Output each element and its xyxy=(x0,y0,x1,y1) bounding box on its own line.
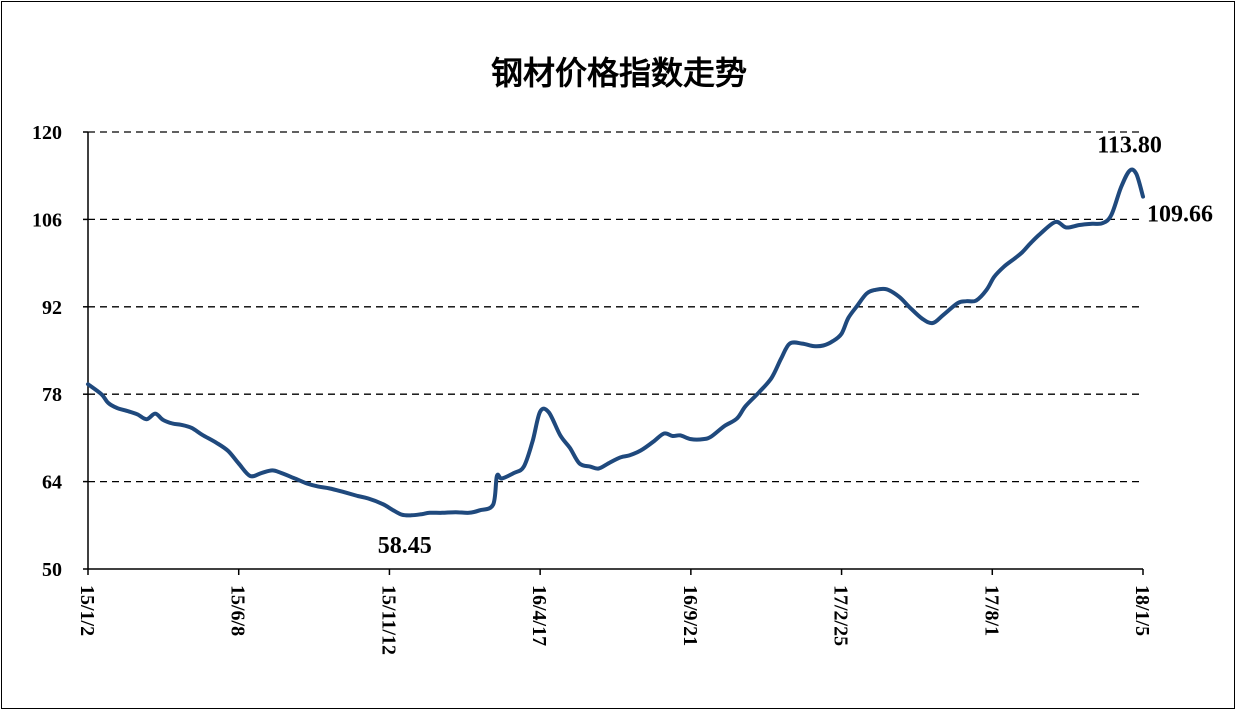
chart-title: 钢材价格指数走势 xyxy=(490,54,747,92)
series-group xyxy=(86,167,1145,518)
y-tick-label: 92 xyxy=(42,297,62,319)
x-tick-label: 17/2/25 xyxy=(830,585,852,646)
y-tick-label: 64 xyxy=(42,472,62,494)
data-label: 113.80 xyxy=(1097,133,1162,159)
gridlines xyxy=(88,131,1143,483)
x-tick-label: 16/9/21 xyxy=(679,585,701,646)
x-tick-label: 16/4/17 xyxy=(528,585,550,646)
x-tick-label: 15/1/2 xyxy=(76,585,98,636)
data-label: 58.45 xyxy=(378,533,432,559)
y-tick-label: 120 xyxy=(32,122,62,144)
y-tick-label: 106 xyxy=(32,209,62,231)
axes xyxy=(87,132,1143,570)
x-tick-label: 15/11/12 xyxy=(377,585,399,655)
series-line xyxy=(86,167,1145,518)
y-tick-label: 50 xyxy=(42,559,62,581)
y-axis-ticks: 50 64 78 92 106 120 xyxy=(32,122,88,581)
y-tick-label: 78 xyxy=(42,384,62,406)
x-tick-label: 17/8/1 xyxy=(980,585,1002,636)
x-axis-ticks: 15/1/2 15/6/8 15/11/12 16/4/17 16/9/21 17/2/2… xyxy=(76,569,1153,655)
x-tick-label: 15/6/8 xyxy=(227,585,249,636)
data-label: 109.66 xyxy=(1147,202,1213,228)
annotations: 58.45 113.80 109.66 xyxy=(378,133,1213,560)
x-tick-label: 18/1/5 xyxy=(1131,585,1153,636)
